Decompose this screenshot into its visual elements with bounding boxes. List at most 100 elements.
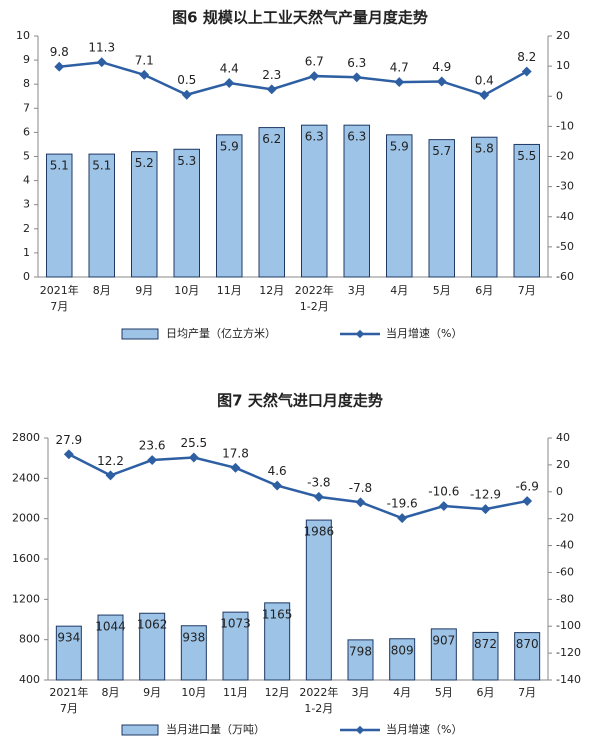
x-tick-label: 7月 <box>60 702 78 715</box>
bar-label: 6.3 <box>347 130 366 144</box>
line-marker <box>394 77 405 88</box>
x-tick-label: 12月 <box>259 284 284 297</box>
line-marker <box>521 66 532 77</box>
bar-label: 5.2 <box>135 156 154 170</box>
y2-tick-label: 40 <box>556 431 570 444</box>
bar <box>139 612 166 681</box>
x-tick-label: 4月 <box>393 686 411 699</box>
x-tick-label: 11月 <box>217 284 242 297</box>
line-label: 9.8 <box>50 45 69 59</box>
legend-swatch <box>121 724 159 736</box>
legend-label: 日均产量（亿立方米） <box>166 326 276 340</box>
y-tick-label: 2000 <box>12 512 40 525</box>
x-tick-label: 12月 <box>265 686 290 699</box>
bar <box>173 148 200 278</box>
y-tick-label: 1600 <box>12 552 40 565</box>
line-marker <box>266 84 277 95</box>
bar <box>222 611 249 681</box>
line-marker <box>96 57 107 68</box>
legend-swatch <box>121 328 159 340</box>
y-tick-label: 3 <box>23 198 30 211</box>
bar <box>305 519 332 681</box>
x-tick-label: 3月 <box>352 686 370 699</box>
x-tick-label: 10月 <box>181 686 206 699</box>
line-marker <box>355 497 366 508</box>
y2-tick-label: 0 <box>556 89 563 102</box>
y-tick-label: 0 <box>23 270 30 283</box>
x-tick-label: 2022年 <box>299 685 338 699</box>
line-label: 0.5 <box>177 73 196 87</box>
line-label: -10.6 <box>428 485 459 499</box>
bar <box>216 134 243 278</box>
line-marker <box>480 504 491 515</box>
line-marker <box>309 71 320 82</box>
line-label: 27.9 <box>55 433 82 447</box>
line-label: 11.3 <box>88 41 115 55</box>
y-tick-label: 4 <box>23 174 30 187</box>
bar <box>88 153 115 278</box>
bar <box>258 127 285 278</box>
y2-tick-label: -120 <box>556 646 581 659</box>
x-tick-label: 1-2月 <box>304 702 333 715</box>
line-label: 0.4 <box>475 74 494 88</box>
bar <box>472 631 499 681</box>
line-marker <box>522 496 533 507</box>
legend-label: 当月增速（%） <box>386 326 462 340</box>
x-tick-label: 10月 <box>174 284 199 297</box>
bar-label: 5.1 <box>92 159 111 173</box>
bar <box>264 602 291 681</box>
bar <box>343 124 370 278</box>
line-marker <box>397 513 408 524</box>
line-marker <box>63 449 74 460</box>
bar-label: 809 <box>391 643 414 657</box>
x-tick-label: 5月 <box>433 284 451 297</box>
line-marker <box>230 462 241 473</box>
bar-label: 872 <box>474 637 497 651</box>
bar-label: 934 <box>57 631 80 645</box>
x-tick-label: 1-2月 <box>300 300 329 313</box>
y2-tick-label: 10 <box>556 59 570 72</box>
line-marker <box>438 501 449 511</box>
line-marker <box>436 76 447 87</box>
line-marker <box>139 69 150 80</box>
y2-tick-label: -40 <box>556 539 574 552</box>
legend-label: 当月增速（%） <box>386 722 462 736</box>
line-label: -6.9 <box>515 480 538 494</box>
line-label: 12.2 <box>97 454 124 468</box>
x-tick-label: 5月 <box>435 686 453 699</box>
y2-tick-label: -140 <box>556 673 581 686</box>
y-tick-label: 8 <box>23 77 30 90</box>
y2-tick-label: -50 <box>556 240 574 253</box>
bar <box>55 625 82 681</box>
y2-tick-label: -40 <box>556 210 574 223</box>
line-marker <box>313 491 324 502</box>
line-marker <box>181 89 192 100</box>
line-marker <box>224 78 235 88</box>
line-marker <box>105 470 116 481</box>
x-tick-label: 8月 <box>102 686 120 699</box>
bar <box>97 614 124 681</box>
x-tick-label: 7月 <box>518 284 536 297</box>
line-label: 4.7 <box>390 61 409 75</box>
bar-label: 798 <box>349 644 372 658</box>
bar <box>471 136 498 278</box>
line-label: 4.6 <box>268 464 287 478</box>
line-marker <box>351 72 362 83</box>
line-label: -19.6 <box>387 497 418 511</box>
line-label: 4.9 <box>432 60 451 74</box>
line <box>59 60 528 97</box>
chart-title: 图6 规模以上工业天然气产量月度走势 <box>172 9 428 27</box>
bar-label: 907 <box>432 633 455 647</box>
bar <box>430 628 457 681</box>
y2-tick-label: -20 <box>556 512 574 525</box>
bar <box>514 632 541 681</box>
bar-label: 5.8 <box>475 142 494 156</box>
line-label: 2.3 <box>262 68 281 82</box>
y-tick-label: 1 <box>23 246 30 259</box>
bar <box>46 153 73 278</box>
line-label: -7.8 <box>349 481 372 495</box>
bar-label: 5.7 <box>432 144 451 158</box>
bar-label: 938 <box>182 630 205 644</box>
line-label: -3.8 <box>307 475 330 489</box>
